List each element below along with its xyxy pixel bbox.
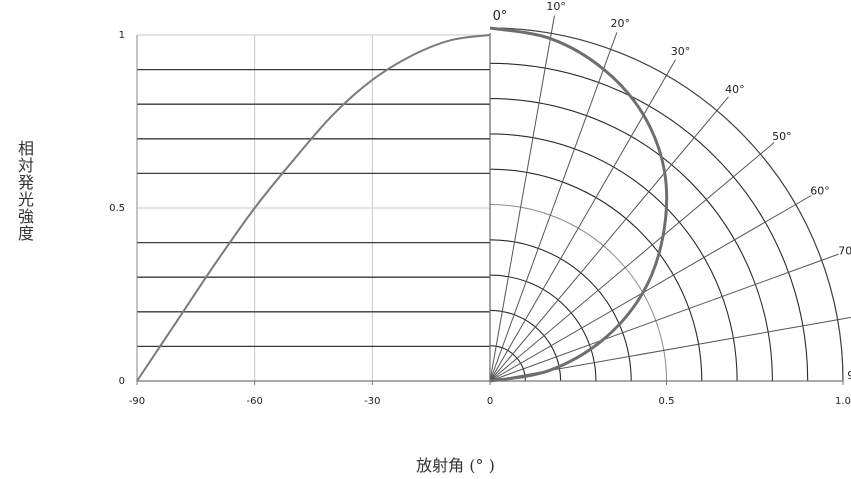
y-axis-label: 相対発光強度 bbox=[15, 140, 34, 242]
polar-spoke bbox=[489, 110, 718, 382]
polar-spoke-ext bbox=[821, 253, 839, 261]
angle-label: 70° bbox=[838, 245, 851, 258]
x-tick-label: -30 bbox=[364, 396, 380, 407]
angle-label: 20° bbox=[611, 17, 631, 30]
polar-spoke bbox=[489, 49, 612, 382]
polar-spoke-ext bbox=[666, 59, 676, 76]
polar-spoke-ext bbox=[760, 142, 775, 155]
polar-ring bbox=[489, 62, 809, 382]
polar-spoke bbox=[489, 259, 822, 382]
x-axis-label-wrap: 放射角 (° ) bbox=[0, 452, 851, 476]
y-tick-label: 0 bbox=[119, 376, 125, 387]
r-tick-label: 1.0 bbox=[835, 396, 851, 407]
angle-label: 60° bbox=[810, 185, 830, 198]
angle-label: 10° bbox=[546, 0, 566, 13]
polar-spoke-ext bbox=[837, 316, 851, 321]
polar-ring bbox=[489, 239, 632, 382]
series bbox=[136, 26, 669, 383]
polar-spoke-ext bbox=[610, 32, 618, 50]
angle-label: 40° bbox=[725, 83, 745, 96]
r-tick-label: 0.5 bbox=[659, 396, 675, 407]
y-tick-label: 0.5 bbox=[109, 203, 125, 214]
x-tick-label: -60 bbox=[246, 396, 262, 407]
x-tick-label: -90 bbox=[129, 396, 145, 407]
y-tick-label: 1 bbox=[119, 30, 125, 41]
x-tick-label: 0 bbox=[487, 396, 493, 407]
polar-outer-arc bbox=[489, 27, 844, 382]
polar-spoke bbox=[489, 33, 552, 382]
x-axis-label: 放射角 (° ) bbox=[416, 456, 495, 475]
polar-ring bbox=[489, 168, 703, 382]
polar-spoke bbox=[489, 75, 667, 382]
polar-spoke-ext bbox=[795, 195, 812, 205]
polar-spoke-ext bbox=[550, 15, 555, 34]
polar-ring bbox=[489, 274, 597, 382]
series-line bbox=[136, 34, 491, 382]
polar-ring bbox=[489, 133, 738, 382]
polar-spoke-ext bbox=[716, 96, 729, 111]
polar-ring bbox=[489, 204, 667, 382]
angle-label: 30° bbox=[671, 45, 691, 58]
tick-labels: -90 -60 -30 0 0 0.5 1 0.5 1.0 0° 10° 20° 30° 40° 50° 60… bbox=[109, 0, 851, 407]
polar-ring bbox=[489, 98, 773, 382]
angle-label: 0° bbox=[493, 9, 508, 24]
polar-spoke bbox=[489, 153, 761, 382]
angle-label: 90° bbox=[847, 369, 851, 382]
grid bbox=[136, 15, 851, 382]
polar-series-line bbox=[489, 26, 669, 383]
angle-label: 50° bbox=[772, 130, 792, 143]
